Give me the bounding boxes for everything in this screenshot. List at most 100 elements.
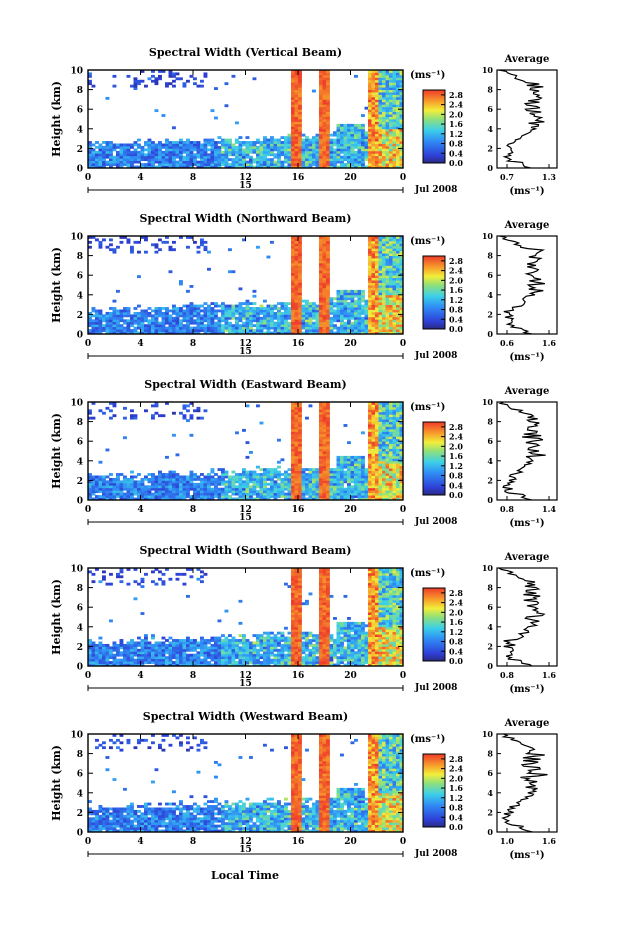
heatmap-cell [203,141,208,144]
heatmap-cell [364,309,369,313]
heatmap-cell [112,299,117,303]
heatmap-cell [133,314,138,318]
heatmap-cell [245,480,250,484]
heatmap-cell [277,475,281,479]
y-tick-label: 4 [77,125,83,135]
heatmap-cell [375,255,379,259]
heatmap-cell [200,492,204,496]
heatmap-cell [252,314,257,318]
heatmap-cell [308,468,313,471]
heatmap-cell [179,490,183,494]
heatmap-cell [189,477,194,481]
heatmap-cell [242,165,246,169]
heatmap-cell [217,497,222,501]
heatmap-cell [319,240,323,244]
heatmap-cell [130,324,134,328]
colorbar-tick-label: 2.4 [449,266,463,276]
heatmap-cell [319,487,323,491]
heatmap-cell [214,329,218,332]
heatmap-cell [368,248,372,252]
heatmap-cell [385,245,390,249]
heatmap-cell [301,487,306,491]
heatmap-cell [382,131,386,135]
heatmap-cell [291,299,295,303]
heatmap-cell [210,141,215,144]
heatmap-cell [343,321,348,325]
heatmap-cell [361,463,365,467]
heatmap-cell [263,150,267,154]
heatmap-cell [385,87,390,90]
heatmap-cell [399,101,404,105]
heatmap-cell [298,143,302,147]
heatmap-cell [319,289,323,293]
heatmap-cell [399,458,404,462]
heatmap-cell [301,480,306,484]
heatmap-cell [154,311,159,315]
heatmap-cell [105,487,110,491]
heatmap-cell [256,158,260,162]
heatmap-cell [224,307,229,310]
heatmap-cell [284,473,288,476]
heatmap-cell [235,316,239,320]
heatmap-cell [203,487,208,491]
heatmap-cell [291,285,295,288]
heatmap-cell [130,331,134,335]
heatmap-cell [98,641,103,645]
heatmap-cell [119,316,124,320]
heatmap-cell [245,485,250,489]
heatmap-cell [350,485,355,489]
heatmap-cell [357,465,362,469]
heatmap-cell [221,314,225,318]
heatmap-cell [224,490,229,494]
heatmap-cell [319,72,323,76]
heatmap-cell [371,428,376,432]
heatmap-cell [375,265,379,269]
heatmap-cell [98,580,103,584]
heatmap-cell [165,160,169,164]
heatmap-cell [382,404,386,408]
heatmap-cell [322,324,327,328]
heatmap-cell [116,473,120,476]
heatmap-cell [217,136,222,139]
heatmap-cell [354,458,358,462]
heatmap-cell [305,148,309,152]
heatmap-cell [322,426,327,430]
heatmap-cell [105,153,110,157]
heatmap-cell [385,277,390,281]
heatmap-cell [266,492,271,496]
heatmap-cell [329,485,334,489]
heatmap-cell [382,448,386,452]
heatmap-cell [347,463,351,467]
heatmap-cell [273,497,278,501]
heatmap-cell [200,316,204,320]
heatmap-cell [165,321,169,325]
heatmap-cell [371,138,376,142]
heatmap-cell [273,485,278,489]
heatmap-cell [256,495,260,498]
heatmap-cell [350,490,355,494]
heatmap-cell [326,289,330,293]
heatmap-cell [396,490,400,494]
heatmap-cell [385,119,390,122]
heatmap-cell [280,165,285,169]
heatmap-cell [224,475,229,479]
heatmap-cell [98,321,103,325]
heatmap-cell [235,153,239,157]
heatmap-cell [172,79,176,83]
heatmap-cell [354,128,358,132]
heatmap-cell [375,275,379,279]
heatmap-cell [284,304,288,308]
heatmap-cell [259,475,264,479]
heatmap-cell [126,321,131,325]
heatmap-cell [175,145,180,149]
heatmap-cell [294,155,299,159]
heatmap-cell [168,482,173,486]
heatmap-cell [392,314,397,318]
heatmap-cell [378,475,383,479]
heatmap-cell [252,497,257,501]
heatmap-cell [378,307,383,310]
heatmap-cell [368,465,372,469]
heatmap-cell [385,309,390,313]
y-tick-label: 2 [77,311,83,321]
heatmap-cell [326,324,330,328]
